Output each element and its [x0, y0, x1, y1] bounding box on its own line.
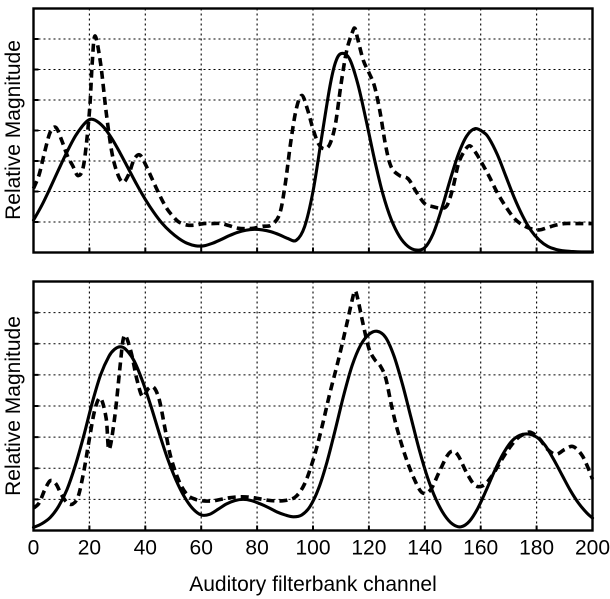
bottom-panel-y-axis-title: Relative Magnitude	[2, 316, 25, 496]
x-tick-label: 100	[295, 537, 330, 560]
top-panel-series-model-envelope	[31, 51, 595, 254]
top-panel: Relative Magnitude	[2, 7, 595, 254]
top-panel-series-measured-spectrum	[31, 26, 593, 232]
x-tick-label: 20	[78, 537, 101, 560]
x-tick-label: 140	[407, 537, 442, 560]
x-tick-label: 60	[190, 537, 213, 560]
x-tick-label: 80	[245, 537, 268, 560]
x-tick-label: 200	[575, 537, 610, 560]
x-tick-label: 180	[519, 537, 554, 560]
bottom-panel-series-measured-spectrum	[32, 289, 595, 510]
top-panel-y-axis-title: Relative Magnitude	[2, 40, 25, 220]
bottom-panel: Relative Magnitude 0 20 40 60 80 100 120 140 160…	[2, 280, 610, 596]
x-axis-title: Auditory filterbank channel	[189, 573, 436, 596]
x-tick-label: 0	[28, 537, 40, 560]
x-tick-label: 160	[463, 537, 498, 560]
x-axis-tick-labels: 0 20 40 60 80 100 120 140 160 180 200	[28, 537, 610, 560]
bottom-panel-gridlines	[33, 281, 593, 531]
bottom-panel-tickmarks	[32, 280, 594, 532]
top-panel-tickmarks	[32, 7, 594, 254]
x-tick-label: 120	[351, 537, 386, 560]
x-tick-label: 40	[134, 537, 157, 560]
